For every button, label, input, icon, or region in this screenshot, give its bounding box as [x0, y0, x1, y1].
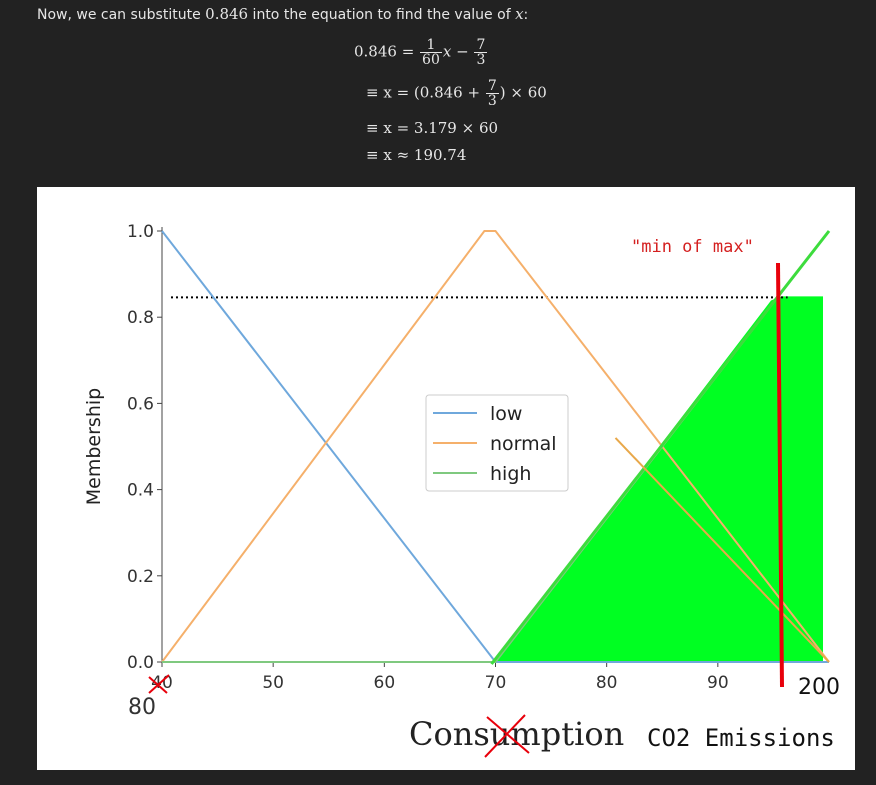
xlabel-cross-out — [484, 714, 530, 758]
y-tick-label: 0.6 — [127, 394, 154, 414]
y-tick-label: 0.4 — [127, 481, 154, 501]
intro-prefix: Now, we can substitute — [37, 7, 206, 23]
intro-middle: into the equation to find the value of — [248, 7, 516, 23]
x-axis-label: Consumption — [409, 715, 624, 753]
eq2-lhs: ≡ x = (0.846 + — [366, 83, 485, 102]
x-tick-label: 80 — [596, 673, 618, 693]
min-of-max-annotation: "min of max" — [631, 237, 754, 257]
legend-box — [425, 394, 569, 492]
x-end-replacement: 200 — [798, 675, 840, 700]
x-tick-label: 60 — [374, 673, 396, 693]
x-tick-label: 40 — [151, 673, 173, 693]
intro-suffix: : — [523, 7, 529, 23]
y-tick-label: 0.0 — [127, 653, 154, 673]
eq1-frac1-den: 60 — [422, 52, 440, 68]
y-tick-label: 0.8 — [127, 308, 154, 328]
eq1-frac2-num: 7 — [474, 37, 488, 53]
y-tick-label: 0.2 — [127, 567, 154, 587]
intro-text: Now, we can substitute 0.846 into the eq… — [37, 5, 528, 23]
eq1-lhs: 0.846 = — [354, 42, 420, 61]
xlabel-replacement: CO2 Emissions — [647, 724, 835, 752]
red-vertical-marker — [776, 262, 784, 688]
equation-line-4: ≡ x ≈ 190.74 — [366, 146, 467, 164]
y-axis-label: Membership — [83, 388, 105, 505]
eq2-frac-den: 3 — [487, 93, 497, 109]
membership-chart: 0.0 0.2 0.4 0.6 0.8 1.0 40 50 60 70 80 90 low normal h… — [83, 222, 840, 758]
legend-label-low: low — [490, 403, 522, 425]
y-tick-label: 1.0 — [127, 222, 154, 242]
eq1-fraction-1: 1 60 — [420, 38, 442, 67]
x-start-cross-out — [148, 674, 170, 694]
intro-value: 0.846 — [205, 5, 249, 23]
membership-figure: 0.0 0.2 0.4 0.6 0.8 1.0 40 50 60 70 80 90 low normal h… — [37, 187, 855, 770]
high-highlight-stroke — [490, 230, 831, 665]
x-tick-label: 90 — [707, 673, 729, 693]
x-start-replacement: 80 — [128, 695, 156, 720]
x-tick-label: 70 — [485, 673, 507, 693]
eq2-rhs: ) × 60 — [499, 83, 547, 102]
intro-variable: x — [515, 5, 524, 23]
normal-over-fill-stroke — [614, 437, 830, 663]
equation-line-2: ≡ x = (0.846 + 7 3) × 60 — [366, 79, 547, 108]
eq1-frac2-den: 3 — [476, 52, 486, 68]
eq2-frac-num: 7 — [485, 78, 499, 94]
eq1-mid: x − — [442, 42, 474, 61]
legend-label-high: high — [490, 463, 531, 485]
equation-line-3: ≡ x = 3.179 × 60 — [366, 119, 499, 137]
x-tick-label: 50 — [262, 673, 284, 693]
eq1-frac1-num: 1 — [420, 38, 442, 53]
legend-label-normal: normal — [490, 433, 557, 455]
